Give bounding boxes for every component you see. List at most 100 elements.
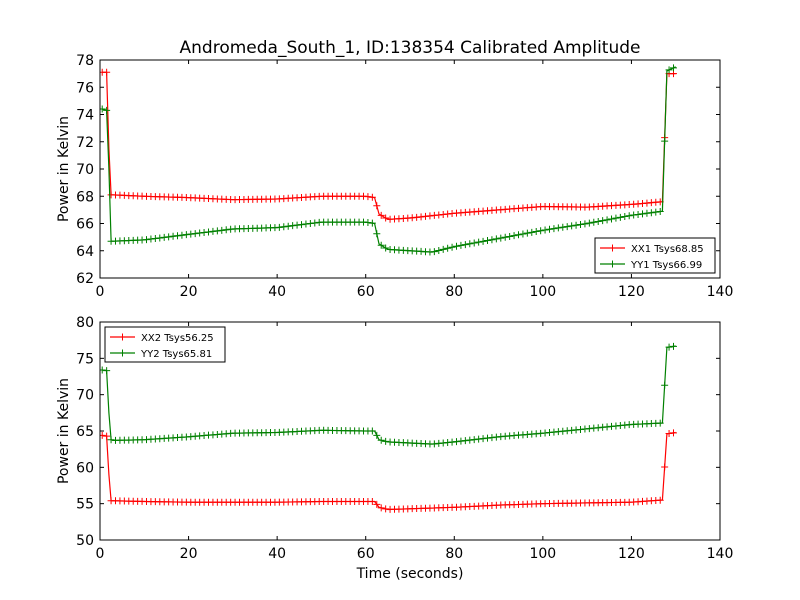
y-tick-label: 55 (76, 497, 94, 513)
series-markers-2 (100, 64, 677, 256)
x-tick-label: 0 (96, 546, 105, 562)
marker-point (652, 208, 660, 216)
marker-point (506, 232, 514, 240)
marker-point (577, 221, 584, 229)
marker-point (585, 219, 593, 227)
marker-point (103, 432, 111, 440)
legend-label-1: XX2 Tsys56.25 (141, 333, 214, 344)
marker-point (368, 219, 376, 227)
marker-point (488, 434, 496, 442)
chart-title: Andromeda_South_1, ID:138354 Calibrated … (180, 38, 641, 58)
marker-point (213, 227, 221, 235)
marker-point (559, 223, 567, 231)
marker-point (430, 248, 438, 256)
marker-point (568, 222, 576, 230)
marker-point (625, 212, 633, 220)
marker-point (368, 427, 376, 435)
marker-point (187, 230, 195, 238)
marker-point (608, 215, 615, 223)
marker-point (461, 241, 469, 249)
legend-marker-1 (119, 333, 126, 341)
marker-point (100, 431, 106, 439)
marker-point (581, 220, 589, 228)
bottom-panel: 0 20 40 60 80 100 120 140 50 55 60 65 70 75 80 Power in… (56, 315, 733, 562)
marker-point (209, 227, 217, 235)
x-tick-label: 40 (268, 546, 286, 562)
marker-point (488, 236, 496, 244)
marker-point (661, 463, 669, 471)
marker-point (382, 437, 390, 445)
marker-point (519, 230, 527, 238)
marker-point (497, 234, 505, 242)
marker-point (364, 193, 372, 201)
marker-point (100, 105, 106, 113)
marker-point (479, 237, 487, 245)
marker-point (205, 228, 212, 236)
marker-point (196, 229, 204, 237)
marker-point (670, 342, 677, 350)
y-tick-label: 68 (76, 189, 94, 205)
legend-marker-1 (609, 244, 616, 252)
marker-point (373, 202, 381, 210)
marker-point (656, 496, 664, 504)
marker-point (492, 235, 500, 243)
marker-point (670, 64, 677, 72)
marker-point (453, 438, 460, 446)
marker-point (554, 224, 562, 232)
y-tick-label: 74 (76, 108, 94, 124)
marker-point (373, 500, 381, 508)
y-tick-label: 70 (76, 162, 94, 178)
x-tick-label: 80 (445, 546, 463, 562)
marker-point (293, 221, 301, 229)
y-axis-label: Power in Kelvin (56, 378, 72, 484)
marker-point (484, 237, 491, 245)
marker-point (461, 437, 469, 445)
x-tick-label: 80 (445, 284, 463, 300)
marker-point (661, 137, 669, 145)
marker-point (616, 213, 624, 221)
marker-point (103, 106, 111, 114)
marker-point (275, 223, 283, 231)
x-tick-label: 20 (180, 546, 198, 562)
marker-point (280, 223, 288, 231)
marker-point (169, 232, 177, 240)
marker-point (368, 193, 376, 201)
x-tick-label: 140 (707, 546, 734, 562)
marker-point (470, 436, 478, 444)
legend-box (594, 237, 716, 274)
legend-label-2: YY1 Tsys66.99 (630, 260, 702, 271)
marker-point (643, 209, 651, 217)
marker-point (457, 241, 465, 249)
marker-point (174, 232, 181, 240)
x-tick-label: 20 (180, 284, 198, 300)
marker-point (665, 66, 673, 74)
marker-point (457, 437, 465, 445)
series-line-1 (102, 431, 676, 511)
marker-point (143, 236, 150, 244)
marker-point (634, 210, 642, 218)
legend-marker-2 (119, 349, 126, 357)
marker-point (302, 220, 310, 228)
marker-point (448, 243, 456, 251)
legend: XX1 Tsys68.85 YY1 Tsys66.99 (594, 237, 716, 274)
marker-point (670, 429, 677, 437)
marker-point (612, 214, 620, 222)
marker-point (537, 227, 545, 235)
marker-point (100, 366, 106, 374)
marker-point (479, 435, 487, 443)
marker-point (665, 343, 673, 351)
legend: XX2 Tsys56.25 YY2 Tsys65.81 (104, 326, 226, 363)
marker-point (599, 217, 607, 225)
plot-area (100, 64, 677, 256)
marker-point (661, 381, 669, 389)
marker-point (546, 225, 553, 233)
marker-point (466, 436, 474, 444)
series-markers-2 (100, 342, 677, 448)
marker-point (639, 210, 646, 218)
x-tick-label: 60 (357, 546, 375, 562)
marker-point (382, 244, 390, 252)
marker-point (523, 229, 531, 237)
y-tick-label: 60 (76, 460, 94, 476)
legend-marker-2 (609, 260, 616, 268)
y-tick-label: 50 (76, 533, 94, 549)
